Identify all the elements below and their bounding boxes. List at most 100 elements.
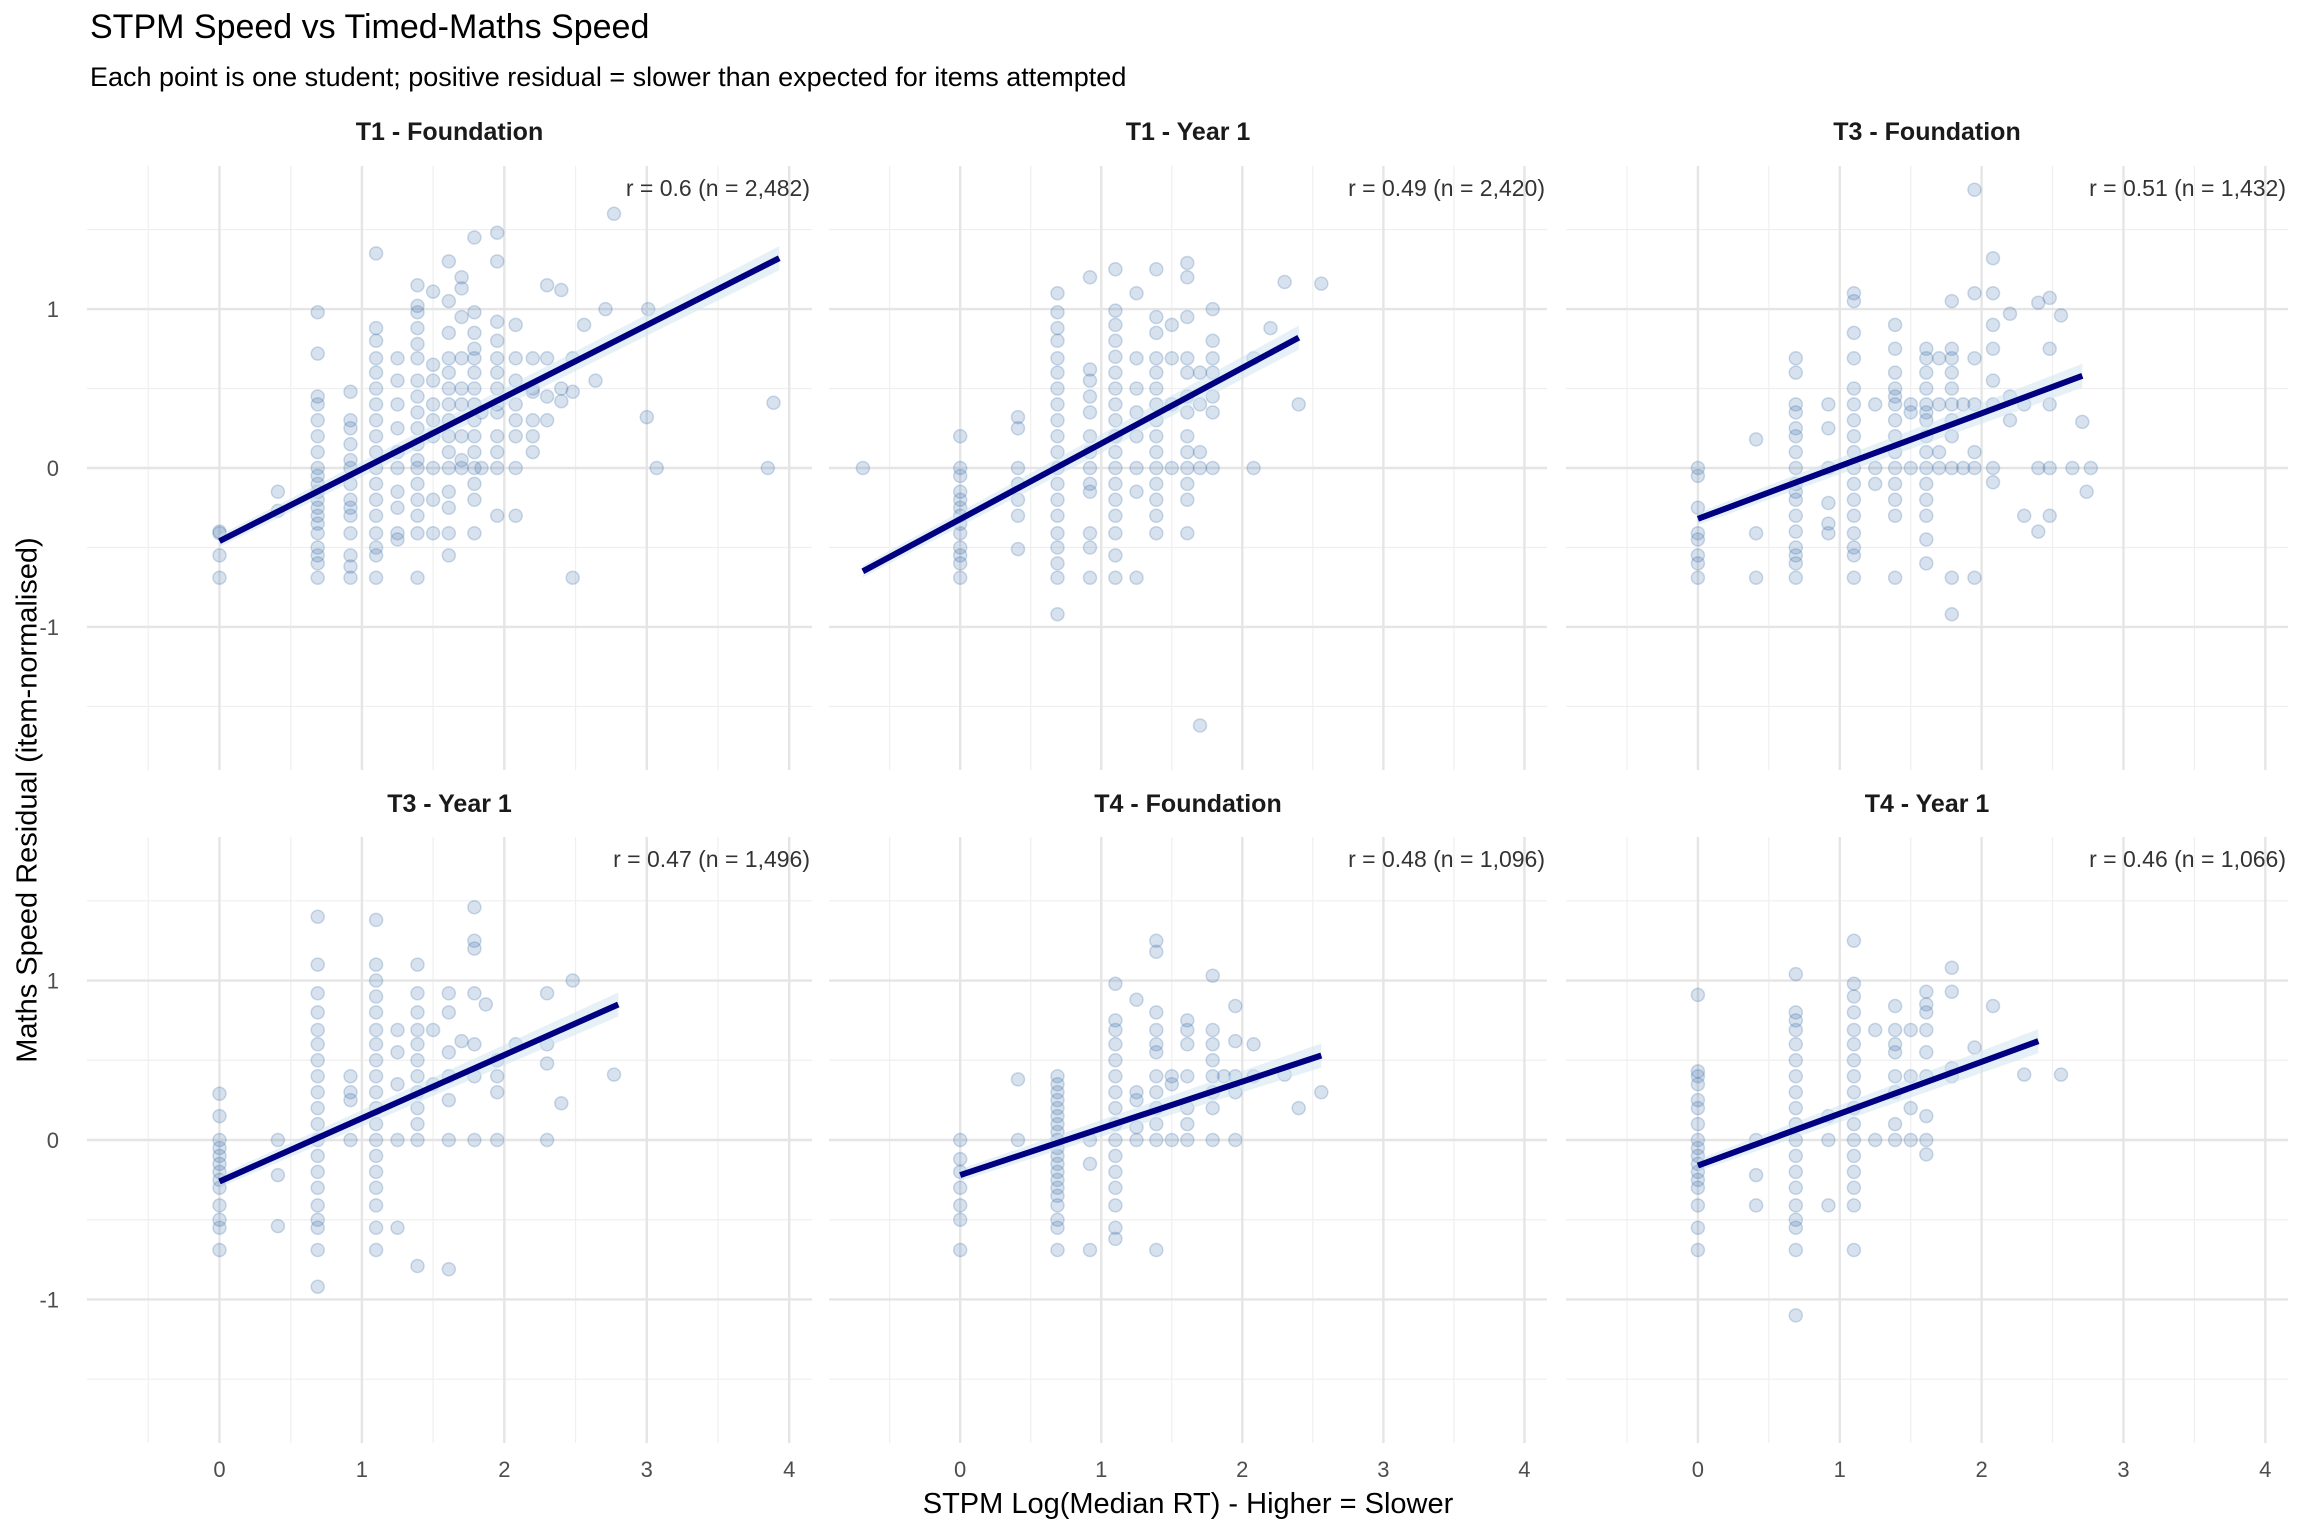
data-point (310, 1220, 325, 1235)
data-point (1149, 1037, 1164, 1052)
data-point (489, 1132, 505, 1148)
data-point (1050, 1198, 1065, 1213)
data-point (1050, 1242, 1065, 1258)
data-point (1846, 1053, 1862, 1068)
data-point (368, 428, 384, 444)
data-point (1180, 1116, 1195, 1132)
data-point (1867, 1022, 1883, 1038)
data-point (1149, 1068, 1164, 1084)
data-point (368, 1180, 384, 1196)
data-point (343, 1092, 358, 1108)
data-point (1164, 351, 1180, 366)
data-point (1108, 1148, 1123, 1164)
data-point (343, 436, 358, 452)
data-point (1846, 1242, 1862, 1258)
data-point (1788, 1068, 1804, 1084)
data-point (368, 365, 384, 380)
data-point (952, 1180, 968, 1196)
data-point (1903, 1022, 1918, 1038)
data-point (1129, 351, 1144, 366)
data-point (441, 484, 457, 500)
data-point (425, 460, 441, 476)
data-point (1690, 1220, 1706, 1235)
data-point (1180, 525, 1195, 541)
data-point (1788, 570, 1804, 585)
data-point (467, 525, 482, 541)
data-point (390, 351, 405, 366)
data-point (441, 351, 457, 366)
data-point (2031, 295, 2046, 310)
data-point (952, 428, 968, 444)
data-point (1788, 1180, 1804, 1196)
data-point (410, 405, 425, 420)
data-point (1050, 351, 1065, 366)
data-point (1108, 1037, 1123, 1052)
data-point (467, 365, 482, 380)
data-point (1919, 476, 1934, 492)
data-point (1985, 475, 2001, 490)
data-point (766, 395, 781, 411)
data-point (1205, 333, 1220, 349)
data-point (390, 525, 405, 541)
data-point (1690, 1140, 1706, 1156)
data-point (1846, 976, 1862, 991)
data-point (1129, 484, 1144, 500)
data-point (425, 284, 441, 299)
facet-strip-title: T1 - Year 1 (1126, 118, 1251, 146)
data-point (368, 1084, 384, 1100)
data-point (1050, 1212, 1065, 1227)
data-point (1887, 570, 1903, 585)
data-point (467, 492, 482, 508)
data-point (1985, 341, 2001, 357)
data-point (1108, 1068, 1123, 1084)
x-tick-label: 4 (783, 1457, 795, 1482)
data-point (1887, 413, 1903, 428)
correlation-annotation: r = 0.46 (n = 1,066) (2089, 846, 2286, 872)
data-point (1108, 476, 1123, 492)
data-point (525, 413, 541, 428)
data-point (1788, 397, 1804, 412)
data-point (1149, 444, 1164, 460)
data-point (390, 484, 405, 500)
data-point (368, 1068, 384, 1084)
data-point (1180, 309, 1195, 325)
data-point (390, 397, 405, 412)
data-point (1788, 460, 1804, 476)
correlation-annotation: r = 0.49 (n = 2,420) (1348, 175, 1545, 201)
x-tick-label: 0 (954, 1457, 966, 1482)
data-point (467, 476, 482, 492)
data-point (1149, 1132, 1164, 1148)
x-tick-label: 0 (1692, 1457, 1704, 1482)
data-point (310, 389, 325, 404)
facet-strip-title: T3 - Year 1 (387, 790, 512, 818)
data-point (2031, 524, 2046, 539)
data-point (343, 421, 358, 436)
correlation-annotation: r = 0.48 (n = 1,096) (1348, 846, 1545, 872)
data-point (1690, 460, 1706, 476)
data-point (952, 1151, 968, 1167)
data-point (441, 254, 457, 269)
data-point (441, 525, 457, 541)
data-point (1050, 320, 1065, 336)
data-point (1690, 1172, 1706, 1188)
data-point (1919, 508, 1934, 523)
data-point (1690, 1180, 1706, 1196)
data-point (1887, 492, 1903, 508)
data-point (1108, 1084, 1123, 1100)
data-point (952, 1132, 968, 1148)
data-point (343, 1068, 358, 1084)
data-point (1082, 525, 1098, 541)
data-point (1846, 428, 1862, 444)
data-point (489, 365, 505, 380)
data-point (1149, 460, 1164, 476)
data-point (489, 460, 505, 476)
data-point (368, 1164, 384, 1180)
data-point (1010, 508, 1026, 523)
data-point (310, 1053, 325, 1068)
data-point (1690, 1198, 1706, 1213)
data-point (212, 1220, 227, 1235)
data-point (310, 1005, 325, 1020)
data-point (1291, 397, 1306, 412)
data-point (368, 320, 384, 336)
data-point (1050, 285, 1065, 301)
